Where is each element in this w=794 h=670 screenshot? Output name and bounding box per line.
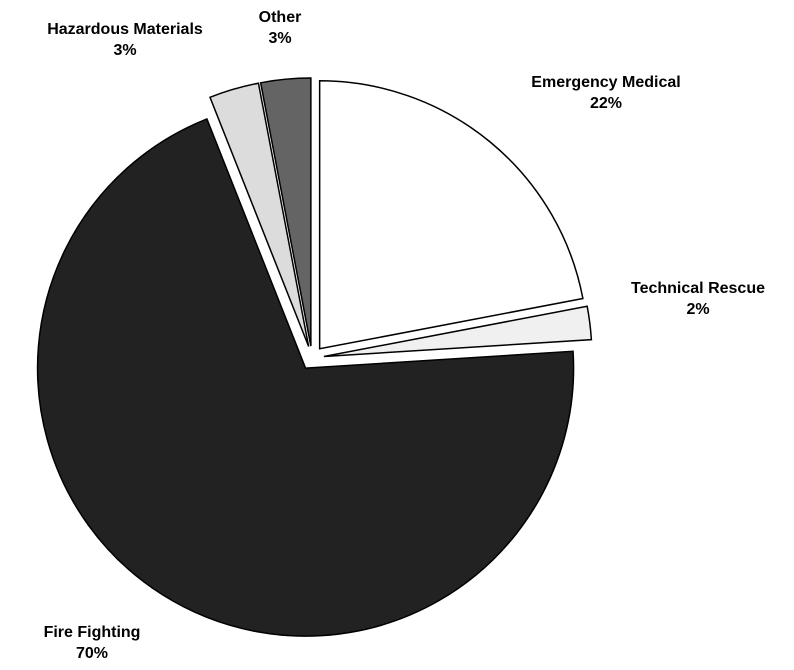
pie-slice (323, 305, 593, 358)
slice-label: Hazardous Materials (47, 21, 203, 38)
slice-value-label: 3% (113, 42, 136, 59)
pie-slice (36, 117, 575, 637)
slice-label: Other (259, 9, 302, 26)
slice-value-label: 22% (590, 95, 622, 112)
slice-label: Technical Rescue (631, 280, 765, 297)
pie-slice (209, 82, 310, 347)
slice-value-label: 70% (76, 645, 108, 662)
pie-slice (259, 77, 312, 347)
slice-label: Fire Fighting (44, 624, 141, 641)
slice-value-label: 3% (268, 30, 291, 47)
pie-slice (318, 80, 584, 350)
slice-label: Emergency Medical (531, 74, 680, 91)
slice-value-label: 2% (686, 301, 709, 318)
